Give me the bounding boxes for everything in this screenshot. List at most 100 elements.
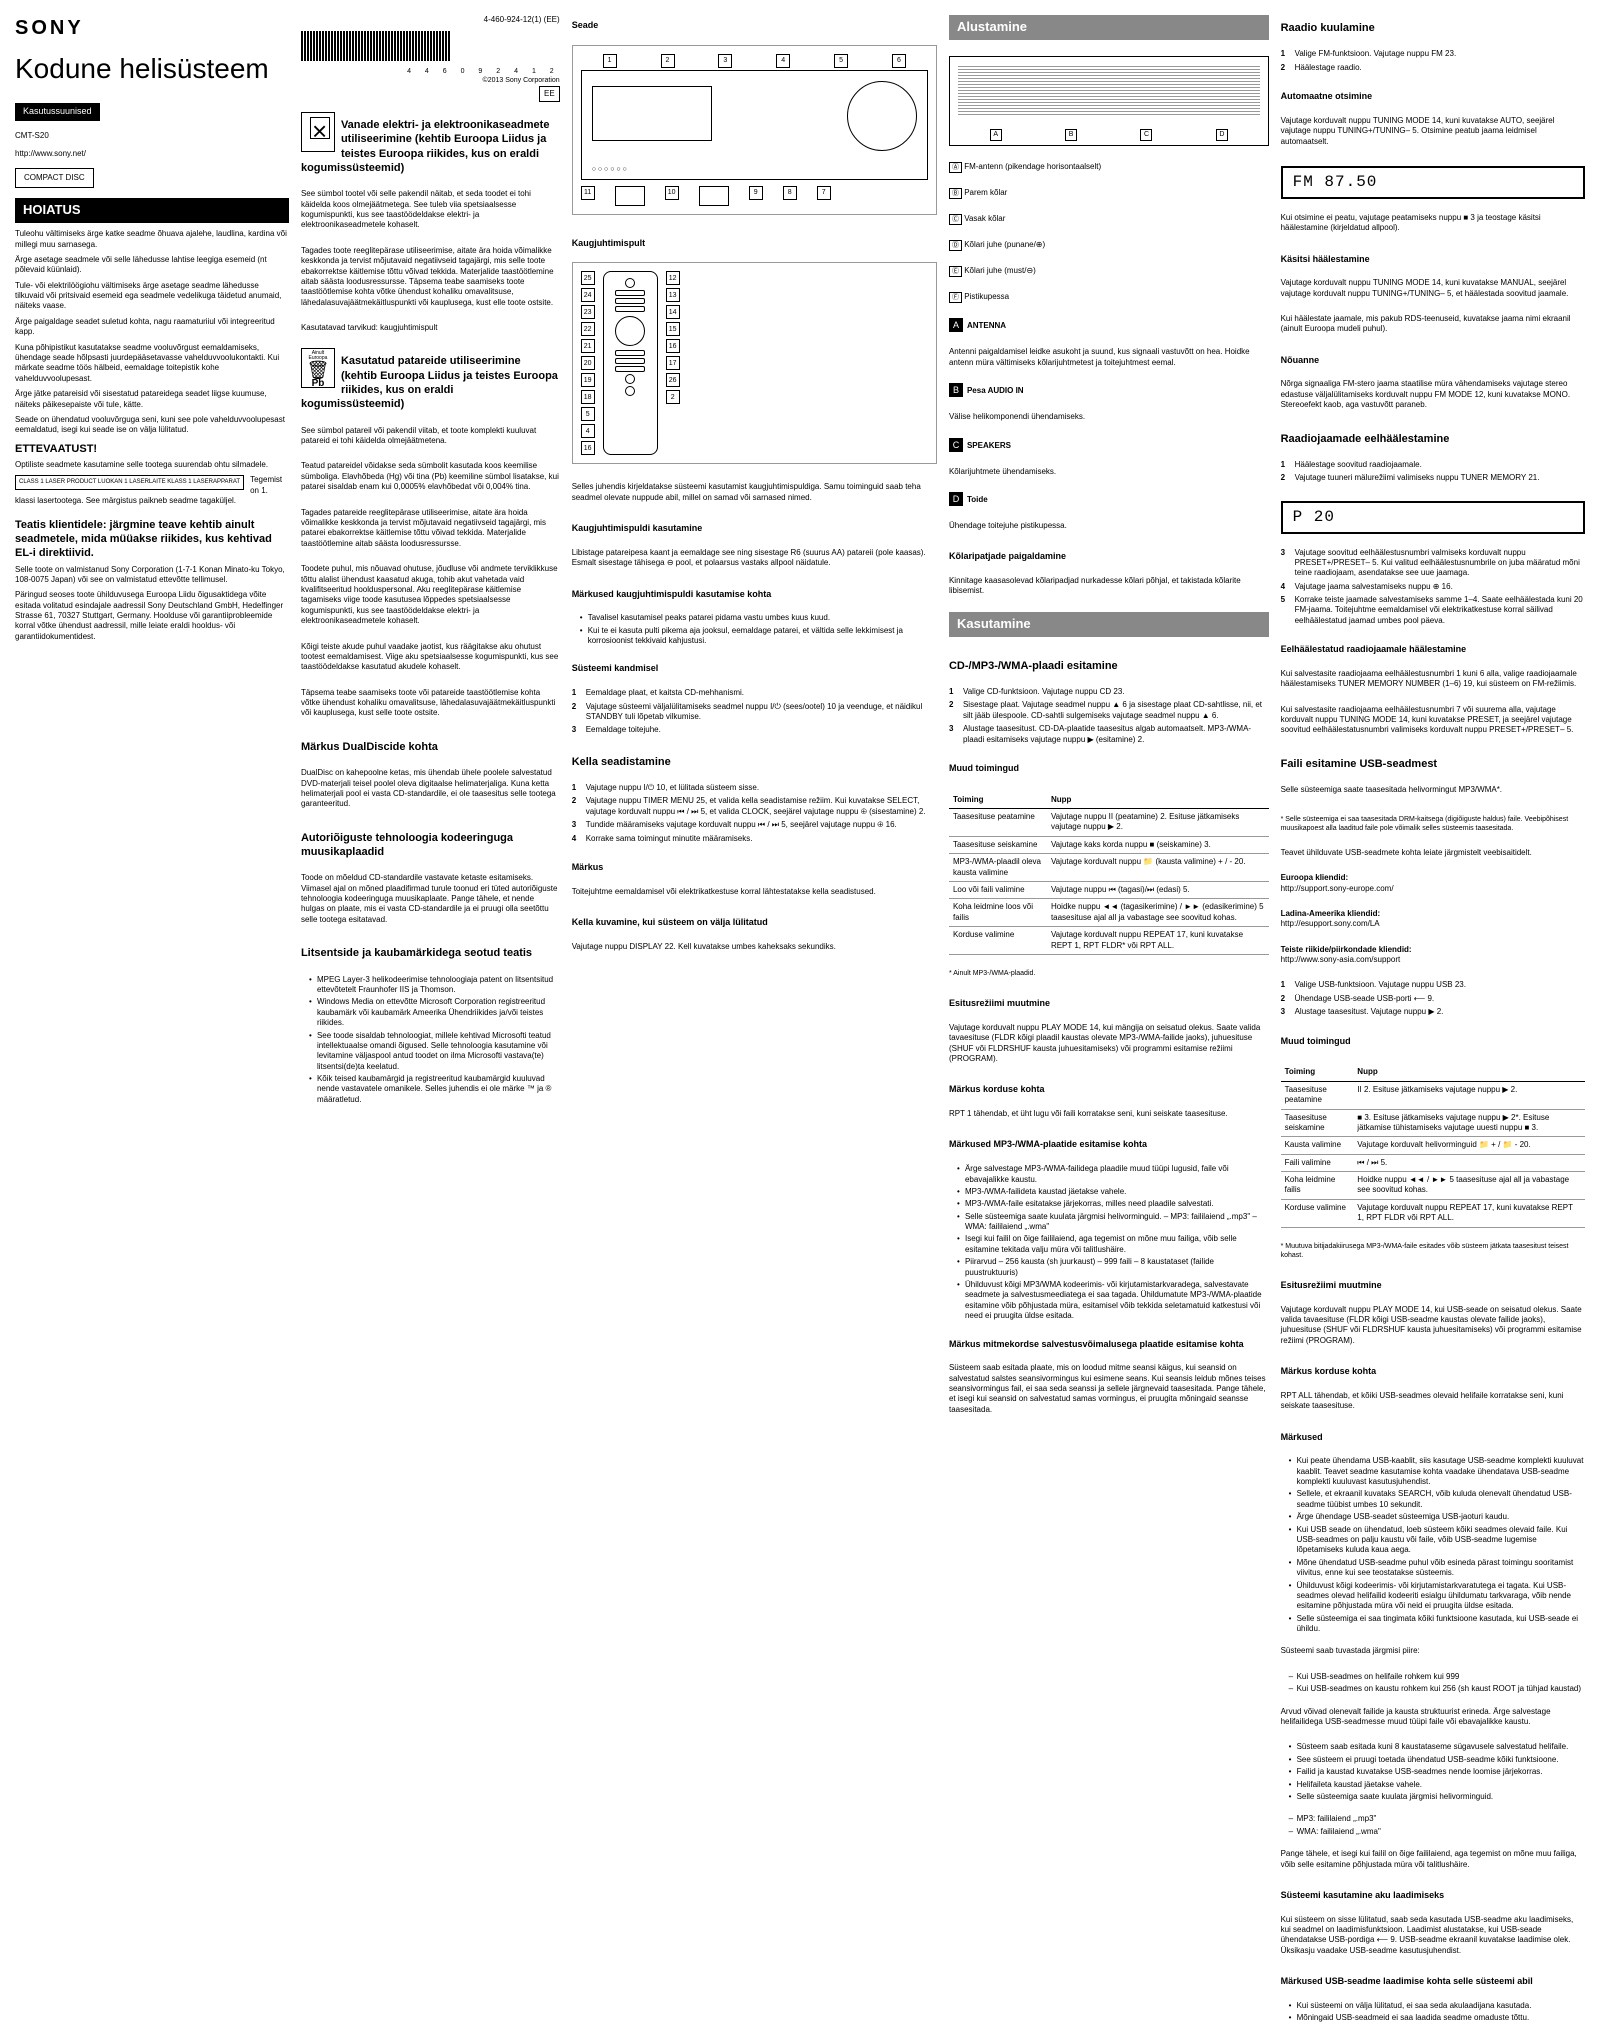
table-cell: MP3-/WMA-plaadil oleva kausta valimine <box>949 854 1047 882</box>
battery-p: Kõigi teiste akude puhul vaadake jaotist… <box>301 642 560 673</box>
table-cell: Korduse valimine <box>949 927 1047 955</box>
table-cell: Hoidke nuppu ◄◄ / ►► 5 taasesituse ajal … <box>1353 1172 1585 1200</box>
usb-charge-title: Süsteemi kasutamine aku laadimiseks <box>1281 1890 1585 1902</box>
limits-intro: Süsteemi saab tuvastada järgmisi piire: <box>1281 1646 1585 1656</box>
step: Häälestage raadio. <box>1281 63 1585 73</box>
barcode-number: 4 4 6 0 9 2 4 1 2 <box>301 67 560 76</box>
table-cell: Kausta valimine <box>1281 1137 1354 1154</box>
callout: 15 <box>666 322 680 336</box>
clock-note-p: Toitejuhtme eemaldamisel või elektrikatk… <box>572 887 937 897</box>
usb-charge-note: Mõningaid USB-seadmeid ei saa laadida se… <box>1289 2013 1585 2023</box>
step: Ühendage USB-seade USB-porti ⟵ 9. <box>1281 994 1585 1004</box>
eu-notice-p: Selle toote on valmistanud Sony Corporat… <box>15 565 289 586</box>
mp3-note: Isegi kui failil on õige faililaiend, ag… <box>957 1234 1269 1255</box>
usb-note-item: Sellele, et ekraanil kuvataks SEARCH, võ… <box>1289 1489 1585 1510</box>
sony-url: http://www.sony.net/ <box>15 149 289 159</box>
limit-item: Kui USB-seadmes on kaustu rohkem kui 256… <box>1289 1684 1585 1694</box>
usb-ops-title: Muud toimingud <box>1281 1036 1585 1048</box>
copytech-title: Autoriõiguste tehnoloogia kodeeringuga m… <box>301 831 560 860</box>
battery-p: Täpsema teabe saamiseks toote või patare… <box>301 688 560 719</box>
step: Vajutage tuuneri mälurežiimi valimiseks … <box>1281 473 1585 483</box>
preset-display-text: P 20 <box>1285 505 1581 530</box>
antenna-p: Antenni paigaldamisel leidke asukoht ja … <box>949 347 1269 368</box>
step: Alustage taasesitust. CD-DA-plaatide taa… <box>949 724 1269 745</box>
dualdisc-p: DualDisc on kahepoolne ketas, mis ühenda… <box>301 768 560 810</box>
weee-bin-icon <box>301 112 335 152</box>
usb-rpt-title: Märkus korduse kohta <box>1281 1366 1585 1378</box>
table-cell: Hoidke nuppu ◄◄ (tagasikerimine) / ►► (e… <box>1047 899 1269 927</box>
step: Vajutage süsteemi väljalülitamiseks sead… <box>572 702 937 723</box>
callout: 8 <box>783 186 797 200</box>
remote-note-item: Kui te ei kasuta pulti pikema aja jooksu… <box>580 626 937 647</box>
callout: 2 <box>666 390 680 404</box>
usb-p2: Teavet ühilduvate USB-seadmete kohta lei… <box>1281 848 1585 858</box>
manual-tune-p2: Kui häälestate jaamale, mis pakub RDS-te… <box>1281 314 1585 335</box>
usb-charge-p: Kui süsteem on sisse lülitatud, saab sed… <box>1281 1915 1585 1957</box>
speakers-p: Kõlarijuhtmete ühendamiseks. <box>949 467 1269 477</box>
step: Eemaldage toitejuhe. <box>572 725 937 735</box>
usage-header: Kasutamine <box>949 612 1269 637</box>
step: Eemaldage plaat, et kaitsta CD-mehhanism… <box>572 688 937 698</box>
usb-note-item: Pange tähele, et isegi kui failil on õig… <box>1281 1849 1585 1870</box>
table-cell: Vajutage nuppu ⏮ (tagasi)/⏭ (edasi) 5. <box>1047 882 1269 899</box>
callout: 12 <box>666 271 680 285</box>
usb-mode-title: Esitusrežiimi muutmine <box>1281 1280 1585 1292</box>
warning-p: Ärge asetage seadmele või selle läheduss… <box>15 255 289 276</box>
callout: 3 <box>718 54 732 68</box>
step: Vajutage nuppu TIMER MENU 25, et valida … <box>572 796 937 817</box>
callout: 16 <box>666 339 680 353</box>
weee-p: Tagades toote reeglitepärase utiliseerim… <box>301 246 560 308</box>
manual-tune-title: Käsitsi häälestamine <box>1281 254 1585 266</box>
speakers-title: SPEAKERS <box>967 441 1011 450</box>
table-cell: Vajutage korduvalt nuppu REPEAT 17, kuni… <box>1047 927 1269 955</box>
remote-batt-p: Libistage patareipesa kaant ja eemaldage… <box>572 548 937 569</box>
col-do: Nupp <box>1047 792 1269 809</box>
callout: 13 <box>666 288 680 302</box>
table-cell: Taasesituse peatamine <box>949 809 1047 837</box>
usb-charge-note: Kui süsteemi on välja lülitatud, ei saa … <box>1289 2001 1585 2011</box>
callout: 21 <box>581 339 595 353</box>
callout: 10 <box>665 186 679 200</box>
callout: 16 <box>581 441 595 455</box>
callout: 4 <box>776 54 790 68</box>
remote-label: Kaugjuhtimispult <box>572 238 937 250</box>
callout: 17 <box>666 356 680 370</box>
step: Valige USB-funktsioon. Vajutage nuppu US… <box>1281 980 1585 990</box>
label-box: A <box>949 318 963 332</box>
callout: 26 <box>666 373 680 387</box>
limits-p: Arvud võivad olenevalt failide ja kausta… <box>1281 1707 1585 1728</box>
region-code: EE <box>539 86 560 102</box>
callout: 4 <box>581 424 595 438</box>
license-item: Windows Media on ettevõtte Microsoft Cor… <box>309 997 560 1028</box>
warning-p: Ärge jätke patareisid või sisestatud pat… <box>15 389 289 410</box>
warning-p: Kuna põhipistikut kasutatakse seadme voo… <box>15 343 289 385</box>
tip-p: Nõrga signaaliga FM-stero jaama staatili… <box>1281 379 1585 410</box>
startup-header: Alustamine <box>949 15 1269 40</box>
rear-label: C <box>1140 129 1152 141</box>
radio-display: FM 87.50 <box>1281 166 1585 199</box>
usb-rpt-p: RPT ALL tähendab, et kõiki USB-seadmes o… <box>1281 1391 1585 1412</box>
remote-note: Selles juhendis kirjeldatakse süsteemi k… <box>572 482 937 503</box>
speaker-pads-p: Kinnitage kaasasolevad kõlaripadjad nurk… <box>949 576 1269 597</box>
brand-logo: SONY <box>15 15 289 41</box>
preset-listen-p2: Kui salvestasite raadiojaama eelhäälestu… <box>1281 705 1585 736</box>
rear-label: D <box>1216 129 1228 141</box>
callout: 6 <box>892 54 906 68</box>
callout: 5 <box>834 54 848 68</box>
cd-title: CD-/MP3-/WMA-plaadi esitamine <box>949 659 1269 673</box>
cd-ops-table: Toiming Nupp Taasesituse peatamineVajuta… <box>949 792 1269 955</box>
remote-note-item: Tavalisel kasutamisel peaks patarei pida… <box>580 613 937 623</box>
fmt-item: MP3: faililaiend „.mp3" <box>1289 1814 1585 1824</box>
latam-url: http://esupport.sony.com/LA <box>1281 919 1380 928</box>
table-cell: Taasesituse peatamine <box>1281 1081 1354 1109</box>
warning-p: Ärge paigaldage seadet suletud kohta, na… <box>15 317 289 338</box>
usb-mode-p: Vajutage korduvalt nuppu PLAY MODE 14, k… <box>1281 1305 1585 1347</box>
mp3-note: Ärge salvestage MP3-/WMA-failidega plaad… <box>957 1164 1269 1185</box>
badge-manual-type: Kasutussuunised <box>15 103 100 121</box>
table-cell: Korduse valimine <box>1281 1199 1354 1227</box>
weee-title: Vanade elektri- ja elektroonikaseadmete … <box>301 118 560 175</box>
battery-p: Toodete puhul, mis nõuavad ohutuse, jõud… <box>301 564 560 626</box>
multi-title: Märkus mitmekordse salvestusvõimalusega … <box>949 1339 1269 1351</box>
callout: 2 <box>661 54 675 68</box>
usb-note-item: Kui peate ühendama USB-kaablit, siis kas… <box>1289 1456 1585 1487</box>
